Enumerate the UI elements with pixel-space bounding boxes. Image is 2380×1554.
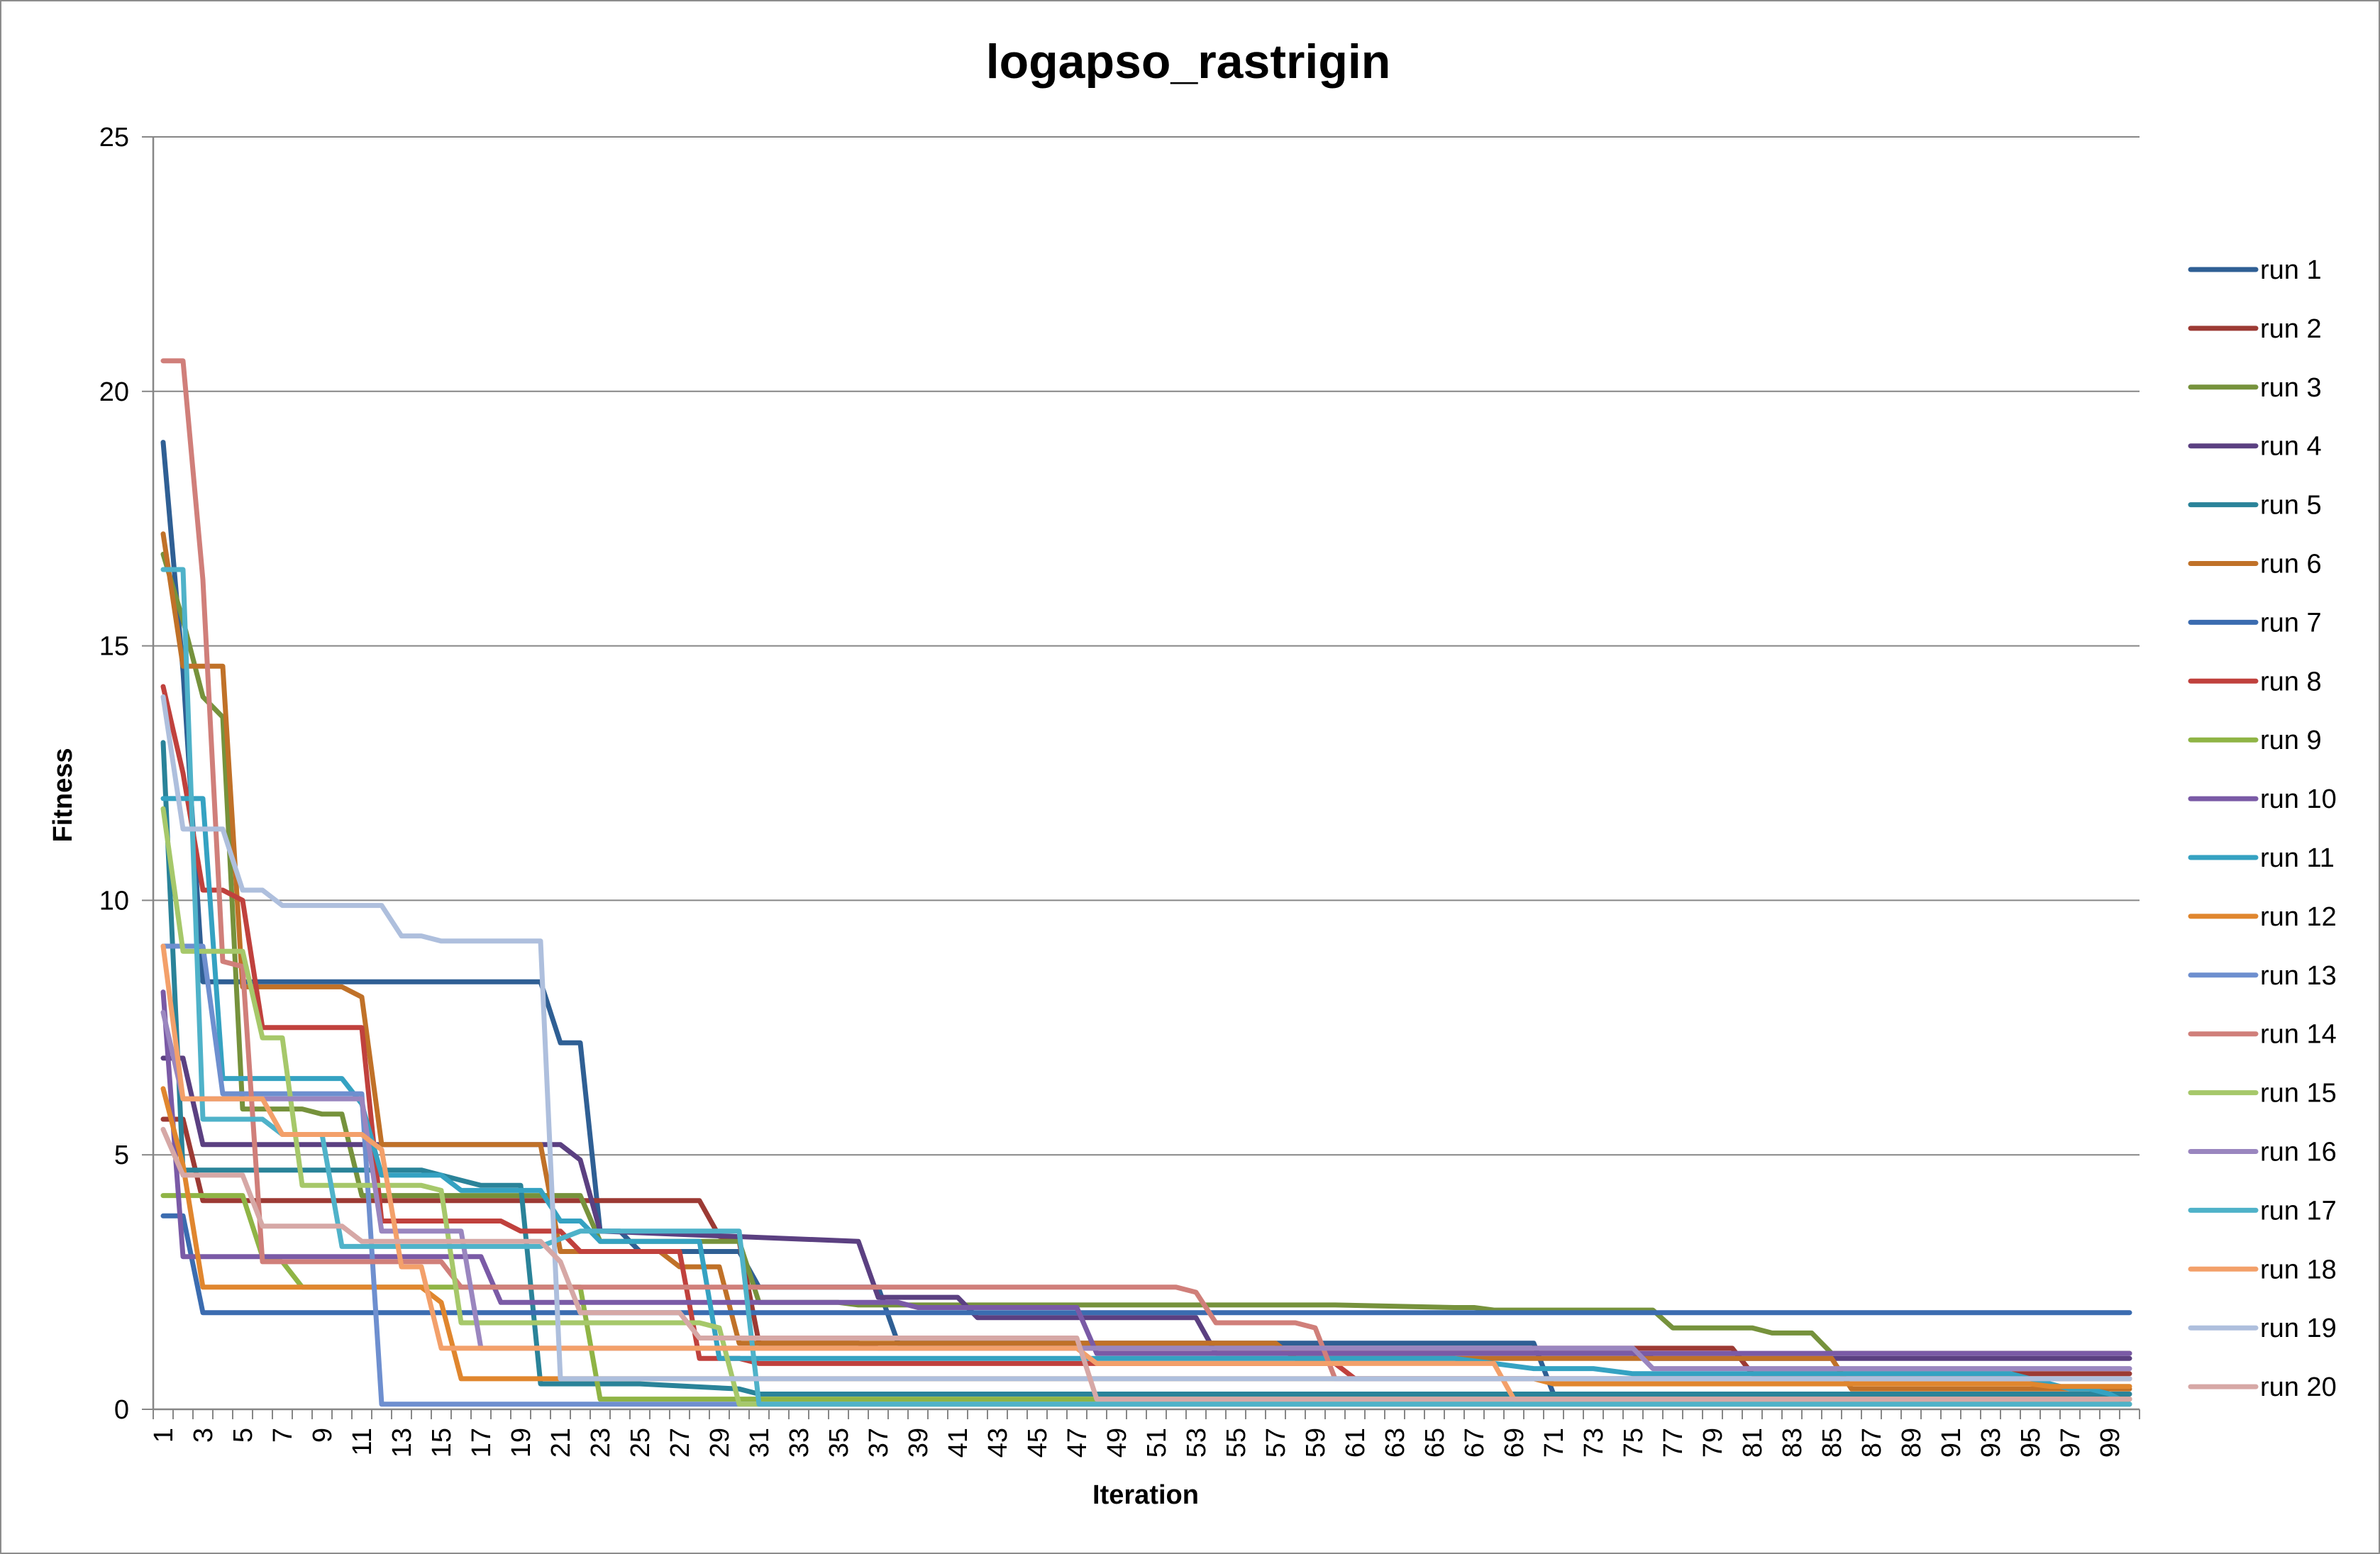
x-tick-label: 53 [1182, 1428, 1212, 1458]
x-tick-label: 85 [1817, 1428, 1847, 1458]
x-tick-label: 37 [864, 1428, 894, 1458]
legend-label: run 15 [2260, 1079, 2337, 1109]
x-tick-label: 15 [427, 1428, 457, 1458]
x-tick-label: 3 [189, 1428, 218, 1443]
y-tick-label: 15 [99, 632, 129, 662]
legend-label: run 11 [2260, 843, 2335, 873]
x-tick-label: 55 [1222, 1428, 1251, 1458]
x-tick-label: 61 [1341, 1428, 1371, 1458]
legend-label: run 2 [2260, 314, 2322, 344]
legend-label: run 9 [2260, 726, 2322, 755]
x-tick-label: 75 [1619, 1428, 1649, 1458]
series-line-run-17 [160, 567, 2132, 1407]
x-tick-label: 93 [1976, 1428, 2006, 1458]
y-tick-label: 0 [114, 1395, 129, 1425]
y-tick-label: 20 [99, 377, 129, 407]
x-tick-label: 83 [1778, 1428, 1808, 1458]
legend-label: run 18 [2260, 1255, 2337, 1284]
x-axis-label: Iteration [1092, 1480, 1199, 1510]
x-tick-label: 11 [348, 1428, 377, 1455]
x-tick-label: 19 [507, 1428, 536, 1458]
legend-label: run 12 [2260, 902, 2337, 932]
chart-title: logapso_rastrigin [986, 35, 1391, 89]
x-tick-label: 51 [1142, 1428, 1172, 1458]
x-tick-label: 73 [1579, 1428, 1609, 1458]
x-tick-label: 5 [228, 1428, 258, 1443]
x-tick-label: 99 [2096, 1428, 2125, 1458]
x-tick-label: 9 [308, 1428, 338, 1443]
x-tick-label: 1 [149, 1428, 179, 1443]
x-tick-label: 47 [1063, 1428, 1092, 1458]
legend-label: run 13 [2260, 961, 2337, 991]
x-tick-label: 63 [1380, 1428, 1410, 1458]
legend-label: run 16 [2260, 1138, 2337, 1167]
series-line-run-12 [160, 1086, 2132, 1389]
legend-label: run 5 [2260, 491, 2322, 521]
x-tick-label: 69 [1500, 1428, 1529, 1458]
legend-label: run 17 [2260, 1196, 2337, 1226]
series-line-run-18 [160, 943, 2132, 1402]
y-tick-label: 25 [99, 123, 129, 152]
legend-label: run 20 [2260, 1372, 2337, 1402]
x-tick-label: 27 [665, 1428, 695, 1458]
legend-label: run 19 [2260, 1314, 2337, 1343]
x-tick-label: 87 [1857, 1428, 1887, 1458]
x-tick-label: 45 [1023, 1428, 1053, 1458]
x-tick-label: 95 [2016, 1428, 2046, 1458]
x-tick-label: 43 [983, 1428, 1013, 1458]
x-tick-label: 59 [1301, 1428, 1331, 1458]
series-line-run-13 [160, 943, 2132, 1407]
x-tick-label: 13 [387, 1428, 417, 1458]
legend-label: run 14 [2260, 1020, 2337, 1050]
legend-label: run 8 [2260, 667, 2322, 696]
legend-label: run 3 [2260, 373, 2322, 403]
x-tick-label: 89 [1897, 1428, 1927, 1458]
series-line-run-7 [160, 1213, 2132, 1316]
x-tick-label: 57 [1261, 1428, 1291, 1458]
x-tick-label: 25 [626, 1428, 655, 1458]
series-line-run-5 [160, 740, 2132, 1397]
legend-label: run 7 [2260, 608, 2322, 638]
x-tick-label: 79 [1698, 1428, 1728, 1458]
x-tick-label: 67 [1460, 1428, 1490, 1458]
series-line-run-6 [160, 531, 2132, 1392]
legend-label: run 10 [2260, 784, 2337, 814]
gridlines [153, 136, 2140, 1156]
x-tick-label: 41 [943, 1428, 973, 1458]
series-lines [160, 358, 2132, 1407]
x-tick-label: 21 [546, 1428, 576, 1458]
x-tick-label: 81 [1738, 1428, 1768, 1458]
x-tick-label: 23 [586, 1428, 616, 1458]
x-tick-label: 31 [745, 1428, 775, 1458]
x-tick-label: 33 [785, 1428, 814, 1458]
x-tick-label: 39 [904, 1428, 934, 1458]
x-tick-label: 71 [1539, 1428, 1569, 1458]
legend-label: run 4 [2260, 432, 2322, 462]
x-tick-label: 7 [268, 1428, 298, 1443]
series-line-run-8 [160, 684, 2132, 1382]
x-tick-label: 35 [824, 1428, 854, 1458]
series-line-run-20 [160, 1126, 2132, 1402]
x-tick-label: 29 [705, 1428, 735, 1458]
series-line-run-14 [160, 358, 2132, 1382]
x-tick-label: 91 [1937, 1428, 1966, 1458]
x-tick-label: 97 [2056, 1428, 2086, 1458]
legend: run 1 run 2 run 3 run 4 run 5 run 6 run 7 run 8… [2188, 255, 2337, 1402]
series-line-run-19 [160, 694, 2132, 1382]
x-tick-label: 17 [467, 1428, 497, 1458]
x-tick-label: 77 [1659, 1428, 1688, 1458]
legend-label: run 1 [2260, 255, 2322, 285]
legend-label: run 6 [2260, 550, 2322, 579]
y-tick-label: 5 [114, 1140, 129, 1170]
y-axis-label: Fitness [48, 748, 78, 842]
x-tick-label: 65 [1420, 1428, 1450, 1458]
series-line-run-15 [160, 806, 2132, 1407]
x-tick-label: 49 [1102, 1428, 1132, 1458]
y-tick-label: 10 [99, 886, 129, 916]
series-line-run-10 [160, 989, 2132, 1356]
